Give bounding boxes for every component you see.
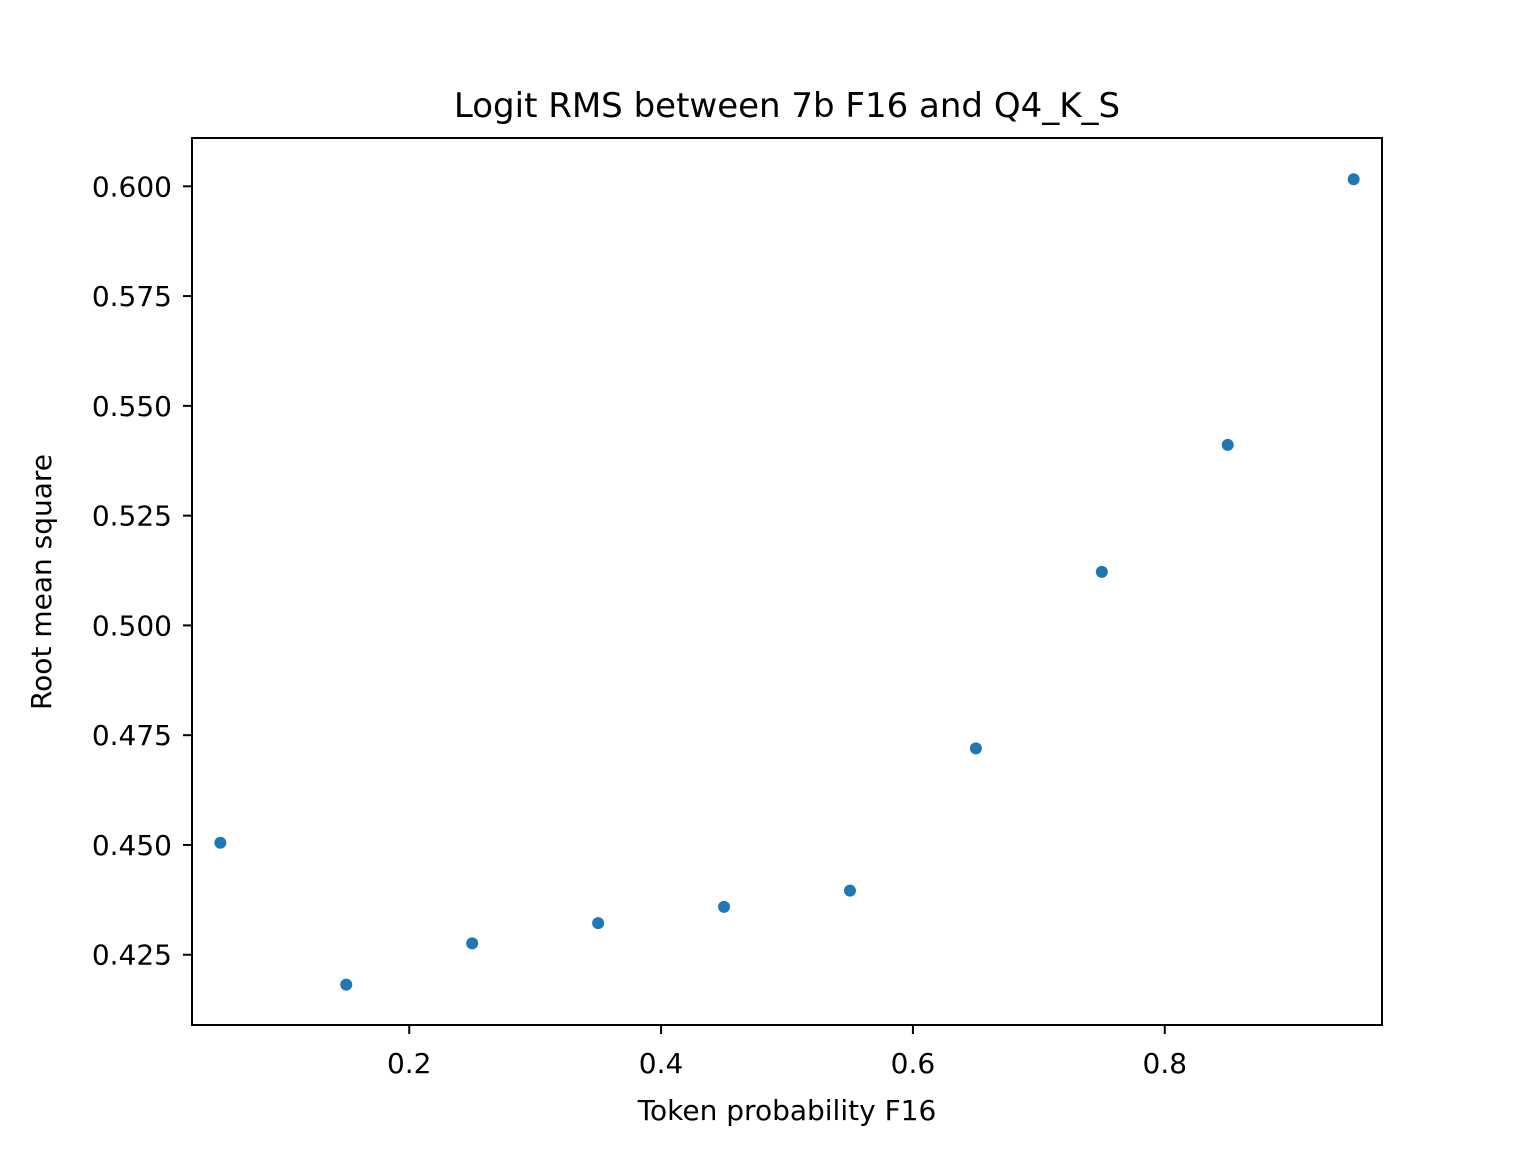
y-axis-label: Root mean square [25,454,58,710]
plot-frame [191,137,1383,1026]
data-points [214,173,1360,991]
x-tick-label: 0.2 [387,1047,432,1080]
x-tick-label: 0.4 [639,1047,684,1080]
y-tick-label: 0.425 [92,939,172,972]
data-point [1095,565,1108,578]
data-point [1347,173,1360,186]
x-axis-label: Token probability F16 [637,1094,937,1127]
data-point [466,937,479,950]
y-tick-label: 0.475 [92,719,172,752]
data-point [969,742,982,755]
y-tick-label: 0.575 [92,280,172,313]
chart-title: Logit RMS between 7b F16 and Q4_K_S [454,86,1120,126]
data-point [843,884,856,897]
data-point [340,978,353,991]
data-point [1221,438,1234,451]
y-tick-label: 0.525 [92,500,172,533]
x-axis-ticks: 0.2 0.4 0.6 0.8 [387,1025,1187,1080]
y-axis-ticks: 0.425 0.450 0.475 0.500 0.525 0.550 0.575 0.600 [92,170,192,972]
y-tick-label: 0.500 [92,609,172,642]
x-tick-label: 0.8 [1143,1047,1188,1080]
y-tick-label: 0.550 [92,390,172,423]
data-point [718,900,731,913]
data-point [214,836,227,849]
x-tick-label: 0.6 [891,1047,936,1080]
y-tick-label: 0.450 [92,829,172,862]
y-tick-label: 0.600 [92,170,172,203]
data-point [592,917,605,930]
